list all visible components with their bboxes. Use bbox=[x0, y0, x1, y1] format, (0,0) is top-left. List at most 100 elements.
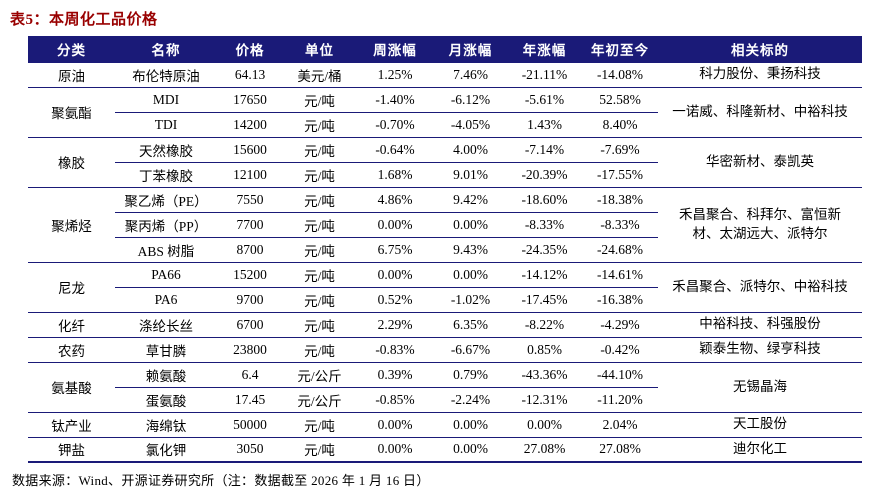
unit-cell: 元/吨 bbox=[283, 336, 356, 362]
col-header-year-change: 年涨幅 bbox=[507, 36, 582, 62]
table-row: 原油 布伦特原油 64.13 美元/桶 1.25% 7.46% -21.11% -14.08%… bbox=[28, 61, 862, 87]
year-change-cell: 0.85% bbox=[507, 336, 582, 362]
week-change-cell: 0.00% bbox=[356, 436, 434, 462]
month-change-cell: 6.35% bbox=[434, 311, 507, 337]
price-table-body: 原油 布伦特原油 64.13 美元/桶 1.25% 7.46% -21.11% -14.08%… bbox=[28, 61, 862, 462]
name-cell: 布伦特原油 bbox=[115, 61, 217, 87]
table-row: 尼龙 PA66 15200 元/吨 0.00% 0.00% -14.12% -14.61% 禾昌… bbox=[28, 261, 862, 312]
ytd-change-cell: -17.55% bbox=[582, 161, 658, 187]
price-cell: 12100 bbox=[217, 161, 283, 187]
related-stocks-cell: 华密新材、泰凯英 bbox=[658, 136, 862, 187]
week-change-cell: -0.85% bbox=[356, 386, 434, 412]
related-stocks-cell: 迪尔化工 bbox=[658, 436, 862, 462]
unit-cell: 元/吨 bbox=[283, 111, 356, 137]
related-stocks-cell: 中裕科技、科强股份 bbox=[658, 311, 862, 337]
year-change-cell: -8.22% bbox=[507, 311, 582, 337]
category-cell: 化纤 bbox=[28, 311, 115, 337]
month-change-cell: 0.00% bbox=[434, 211, 507, 237]
price-cell: 15200 bbox=[217, 261, 283, 287]
year-change-cell: -12.31% bbox=[507, 386, 582, 412]
unit-cell: 元/吨 bbox=[283, 161, 356, 187]
year-change-cell: 0.00% bbox=[507, 411, 582, 437]
month-change-cell: -1.02% bbox=[434, 286, 507, 312]
category-cell: 尼龙 bbox=[28, 261, 115, 312]
month-change-cell: 0.79% bbox=[434, 361, 507, 387]
name-cell: 涤纶长丝 bbox=[115, 311, 217, 337]
price-cell: 7550 bbox=[217, 186, 283, 212]
week-change-cell: 1.68% bbox=[356, 161, 434, 187]
ytd-change-cell: -44.10% bbox=[582, 361, 658, 387]
ytd-change-cell: -16.38% bbox=[582, 286, 658, 312]
month-change-cell: -6.67% bbox=[434, 336, 507, 362]
name-cell: TDI bbox=[115, 111, 217, 137]
year-change-cell: 27.08% bbox=[507, 436, 582, 462]
unit-cell: 元/吨 bbox=[283, 186, 356, 212]
name-cell: PA66 bbox=[115, 261, 217, 287]
name-cell: 聚乙烯（PE） bbox=[115, 186, 217, 212]
week-change-cell: 0.39% bbox=[356, 361, 434, 387]
name-cell: PA6 bbox=[115, 286, 217, 312]
week-change-cell: 0.52% bbox=[356, 286, 434, 312]
ytd-change-cell: -18.38% bbox=[582, 186, 658, 212]
category-cell: 钾盐 bbox=[28, 436, 115, 462]
related-stocks-cell: 无锡晶海 bbox=[658, 361, 862, 412]
category-cell: 钛产业 bbox=[28, 411, 115, 437]
week-change-cell: -0.83% bbox=[356, 336, 434, 362]
unit-cell: 元/吨 bbox=[283, 436, 356, 462]
week-change-cell: 1.25% bbox=[356, 61, 434, 87]
name-cell: 蛋氨酸 bbox=[115, 386, 217, 412]
table-row: 聚丙烯（PP） 7700 元/吨 0.00% 0.00% -8.33% -8.33% bbox=[28, 211, 862, 237]
table-row: 丁苯橡胶 12100 元/吨 1.68% 9.01% -20.39% -17.55% bbox=[28, 161, 862, 187]
year-change-cell: -8.33% bbox=[507, 211, 582, 237]
month-change-cell: 7.46% bbox=[434, 61, 507, 87]
week-change-cell: -0.70% bbox=[356, 111, 434, 137]
year-change-cell: -43.36% bbox=[507, 361, 582, 387]
week-change-cell: 4.86% bbox=[356, 186, 434, 212]
month-change-cell: 9.42% bbox=[434, 186, 507, 212]
month-change-cell: 9.43% bbox=[434, 236, 507, 262]
unit-cell: 元/吨 bbox=[283, 286, 356, 312]
unit-cell: 元/吨 bbox=[283, 236, 356, 262]
month-change-cell: -2.24% bbox=[434, 386, 507, 412]
col-header-price: 价格 bbox=[217, 36, 283, 62]
col-header-ytd-change: 年初至今 bbox=[582, 36, 658, 62]
category-cell: 农药 bbox=[28, 336, 115, 362]
unit-cell: 美元/桶 bbox=[283, 61, 356, 87]
unit-cell: 元/吨 bbox=[283, 86, 356, 112]
related-stocks-cell: 禾昌聚合、科拜尔、富恒新材、太湖远大、派特尔 bbox=[658, 186, 862, 262]
related-stocks-cell: 天工股份 bbox=[658, 411, 862, 437]
price-cell: 6700 bbox=[217, 311, 283, 337]
ytd-change-cell: -14.08% bbox=[582, 61, 658, 87]
category-cell: 聚烯烃 bbox=[28, 186, 115, 262]
table-row: PA6 9700 元/吨 0.52% -1.02% -17.45% -16.38% bbox=[28, 286, 862, 312]
table-row: ABS 树脂 8700 元/吨 6.75% 9.43% -24.35% -24.68% bbox=[28, 236, 862, 262]
month-change-cell: -4.05% bbox=[434, 111, 507, 137]
table-header: 分类 名称 价格 单位 周涨幅 月涨幅 年涨幅 年初至今 相关标的 bbox=[28, 36, 862, 62]
table-row: 橡胶 天然橡胶 15600 元/吨 -0.64% 4.00% -7.14% -7.69% 华密新… bbox=[28, 136, 862, 187]
related-stocks-cell: 一诺威、科隆新材、中裕科技 bbox=[658, 86, 862, 137]
source-note: 数据来源：Wind、开源证券研究所（注：数据截至 2026 年 1 月 16 日… bbox=[12, 473, 430, 488]
ytd-change-cell: -8.33% bbox=[582, 211, 658, 237]
week-change-cell: -1.40% bbox=[356, 86, 434, 112]
table-title: 表5：本周化工品价格 bbox=[10, 12, 158, 28]
related-stocks-cell: 禾昌聚合、派特尔、中裕科技 bbox=[658, 261, 862, 312]
year-change-cell: 1.43% bbox=[507, 111, 582, 137]
price-cell: 7700 bbox=[217, 211, 283, 237]
related-stocks-cell: 科力股份、秉扬科技 bbox=[658, 61, 862, 87]
unit-cell: 元/吨 bbox=[283, 136, 356, 162]
price-cell: 50000 bbox=[217, 411, 283, 437]
month-change-cell: 4.00% bbox=[434, 136, 507, 162]
ytd-change-cell: -0.42% bbox=[582, 336, 658, 362]
category-cell: 聚氨酯 bbox=[28, 86, 115, 137]
col-header-unit: 单位 bbox=[283, 36, 356, 62]
year-change-cell: -24.35% bbox=[507, 236, 582, 262]
year-change-cell: -21.11% bbox=[507, 61, 582, 87]
year-change-cell: -7.14% bbox=[507, 136, 582, 162]
header-row: 分类 名称 价格 单位 周涨幅 月涨幅 年涨幅 年初至今 相关标的 bbox=[28, 36, 862, 62]
col-header-related-stocks: 相关标的 bbox=[658, 36, 862, 62]
name-cell: ABS 树脂 bbox=[115, 236, 217, 262]
month-change-cell: 0.00% bbox=[434, 411, 507, 437]
name-cell: 海绵钛 bbox=[115, 411, 217, 437]
table-row: TDI 14200 元/吨 -0.70% -4.05% 1.43% 8.40% bbox=[28, 111, 862, 137]
